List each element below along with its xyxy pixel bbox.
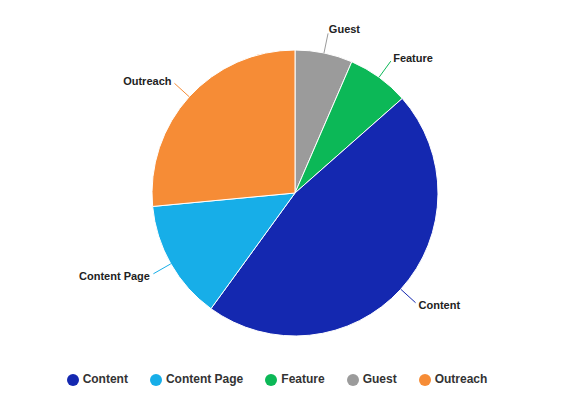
html-text:Content Page: Content Page: [166, 372, 244, 386]
svg-text:Feature: Feature: [393, 52, 433, 64]
html-text:Content: Content: [82, 372, 128, 386]
svg-text:Outreach: Outreach: [123, 75, 172, 87]
svg-text:Guest: Guest: [329, 23, 361, 35]
svg-text:Content Page: Content Page: [79, 270, 150, 282]
svg-text:Content: Content: [419, 299, 461, 311]
html-text:Feature: Feature: [281, 372, 325, 386]
html-text:Guest: Guest: [362, 372, 397, 386]
html-text:Outreach: Outreach: [434, 372, 488, 386]
